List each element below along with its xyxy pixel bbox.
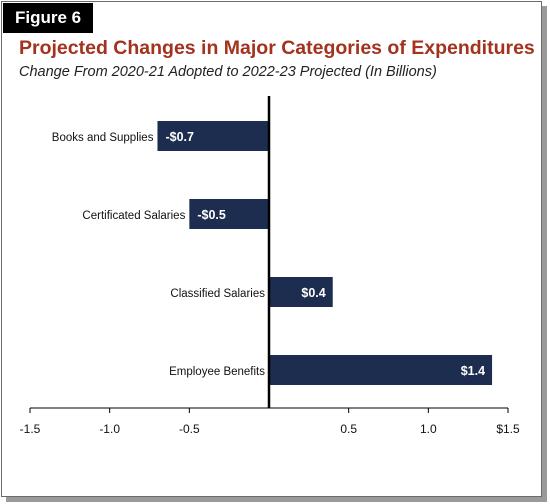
x-tick-label: -0.5 bbox=[179, 422, 200, 436]
x-tick-label: 0.5 bbox=[340, 422, 357, 436]
bar bbox=[269, 277, 333, 307]
chart-subtitle: Change From 2020-21 Adopted to 2022-23 P… bbox=[19, 64, 437, 80]
figure-label: Figure 6 bbox=[3, 3, 93, 33]
chart-title: Projected Changes in Major Categories of… bbox=[19, 37, 535, 59]
data-label: $1.4 bbox=[461, 364, 485, 378]
bar bbox=[157, 121, 269, 151]
data-label: -$0.7 bbox=[165, 130, 194, 144]
category-label: Books and Supplies bbox=[52, 132, 154, 144]
bar bbox=[269, 355, 493, 385]
x-tick-label: -1.0 bbox=[99, 422, 120, 436]
x-tick-label: $1.5 bbox=[496, 422, 520, 436]
x-tick-label: 1.0 bbox=[420, 422, 437, 436]
bar bbox=[189, 199, 269, 229]
category-label: Classified Salaries bbox=[170, 288, 265, 300]
category-label: Employee Benefits bbox=[169, 366, 265, 378]
x-tick-label: -1.5 bbox=[20, 422, 41, 436]
data-label: -$0.5 bbox=[197, 208, 226, 222]
data-label: $0.4 bbox=[301, 286, 325, 300]
category-label: Certificated Salaries bbox=[82, 210, 185, 222]
figure-frame: Figure 6 bbox=[1, 1, 542, 497]
